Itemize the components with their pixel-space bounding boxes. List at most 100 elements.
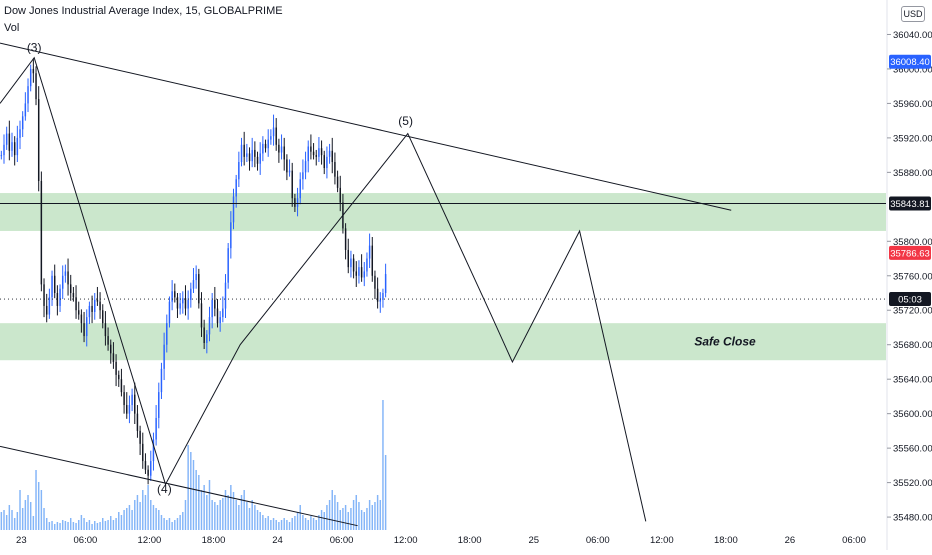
candle-body	[259, 153, 261, 164]
volume-bar	[216, 505, 219, 530]
candle-body	[8, 133, 11, 151]
candle-body	[152, 439, 155, 462]
volume-layer	[0, 400, 387, 530]
volume-bar	[134, 500, 136, 530]
volume-bar	[171, 522, 173, 530]
volume-bar	[296, 512, 299, 530]
candle-body	[163, 344, 165, 369]
time-tick-label: 06:00	[74, 535, 98, 546]
volume-bar	[376, 495, 379, 530]
volume-bar	[176, 518, 179, 530]
price-badge-label: 35843.81	[890, 199, 930, 210]
volume-bar	[363, 512, 366, 530]
candle-body	[262, 143, 264, 154]
volume-bar	[227, 495, 229, 530]
candle-body	[270, 136, 272, 140]
candle-body	[248, 153, 251, 162]
currency-button[interactable]: USD	[901, 6, 925, 22]
volume-bar	[379, 500, 382, 530]
price-badge-label: 35786.63	[890, 248, 930, 259]
candle-body	[136, 413, 139, 431]
candle-body	[374, 275, 376, 289]
volume-bar	[11, 510, 13, 530]
volume-bar	[168, 518, 171, 530]
wave-label-1: (5)	[398, 114, 413, 128]
volume-bar	[102, 518, 104, 530]
candle-body	[32, 68, 35, 74]
candle-body	[155, 417, 157, 440]
volume-bar	[326, 505, 328, 530]
candle-body	[126, 405, 128, 414]
volume-bar	[211, 500, 213, 530]
volume-bar	[195, 470, 197, 530]
candle-body	[243, 144, 245, 157]
candle-body	[208, 317, 211, 335]
volume-bar	[118, 512, 120, 530]
volume-bar	[131, 510, 133, 530]
candle-body	[294, 198, 296, 207]
support-zone-1	[0, 323, 886, 361]
candle-body	[371, 245, 374, 276]
candle-body	[67, 271, 69, 285]
volume-bar	[136, 495, 139, 530]
candle-body	[382, 293, 384, 300]
candle-body	[376, 288, 379, 302]
candle-body	[150, 461, 152, 476]
candle-body	[366, 258, 368, 272]
time-tick-label: 06:00	[330, 535, 354, 546]
volume-bar	[13, 518, 16, 530]
volume-bar	[187, 445, 189, 530]
candle-body	[296, 198, 299, 207]
volume-bar	[120, 515, 123, 530]
volume-bar	[19, 490, 21, 530]
candle-body	[171, 291, 173, 302]
candle-body	[179, 303, 181, 309]
volume-bar	[315, 520, 317, 530]
volume-bar	[208, 480, 211, 530]
volume-bar	[107, 520, 109, 530]
volume-bar	[69, 518, 72, 530]
candle-body	[118, 374, 120, 380]
candle-body	[128, 405, 131, 414]
volume-bar	[152, 505, 155, 530]
time-tick-label: 18:00	[458, 535, 482, 546]
candle-body	[3, 144, 5, 156]
candle-body	[56, 293, 59, 306]
candle-body	[158, 392, 160, 418]
volume-bar	[291, 518, 293, 530]
volume-bar	[232, 492, 235, 530]
candle-body	[0, 155, 3, 157]
volume-bar	[123, 510, 125, 530]
candle-body	[48, 297, 51, 315]
candle-body	[19, 129, 21, 138]
candle-body	[131, 394, 133, 406]
candle-body	[160, 368, 163, 393]
volume-bar	[256, 510, 259, 530]
candle-body	[326, 156, 328, 169]
volume-bar	[288, 522, 291, 530]
candle-body	[347, 249, 349, 268]
volume-bar	[24, 500, 27, 530]
candle-body	[115, 361, 117, 375]
price-tick-label: 35760.00	[893, 271, 932, 282]
candle-body	[222, 308, 224, 318]
candle-body	[37, 99, 40, 181]
candle-body	[318, 148, 320, 157]
trendline-0	[0, 42, 732, 211]
candle-body	[192, 280, 195, 289]
volume-bar	[283, 518, 285, 530]
candle-body	[310, 146, 312, 152]
volume-bar	[104, 521, 107, 530]
candle-body	[336, 176, 339, 188]
price-tick-label: 36040.00	[893, 30, 932, 41]
volume-bar	[275, 520, 277, 530]
candle-body	[40, 180, 43, 285]
candle-body	[363, 271, 366, 278]
volume-bar	[99, 522, 101, 530]
volume-bar	[331, 490, 333, 530]
price-badge-3	[889, 292, 931, 307]
time-tick-label: 12:00	[138, 535, 162, 546]
volume-bar	[347, 512, 349, 530]
